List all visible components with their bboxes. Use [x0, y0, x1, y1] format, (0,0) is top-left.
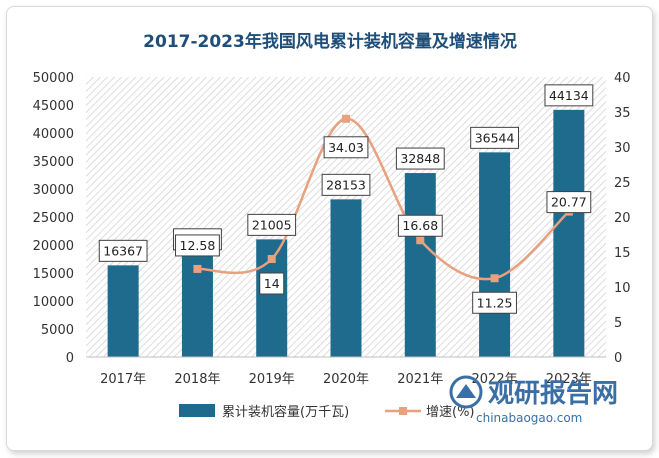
line-value-label-box	[259, 272, 285, 295]
line-value-label: 34.03	[323, 136, 369, 159]
watermark-url: chinabaogao.com	[476, 411, 582, 425]
bar-value-label-box	[395, 147, 445, 170]
bar-value-label: 28153	[321, 173, 371, 196]
bar-value-label-text: 16367	[103, 243, 143, 258]
right-tick-label: 0	[614, 351, 622, 366]
bar	[107, 265, 139, 357]
bar-value-label: 16367	[98, 239, 148, 262]
bar-value-label-text: 44134	[549, 88, 589, 103]
bar	[553, 109, 585, 357]
line-marker	[267, 255, 276, 263]
line-value-label-text: 12.58	[180, 238, 216, 253]
legend-bar-swatch	[179, 404, 215, 417]
line-value-label-text: 20.77	[551, 195, 587, 210]
line-value-label: 20.77	[546, 191, 592, 214]
right-tick-label: 15	[614, 246, 631, 261]
line-value-label-text: 16.68	[402, 218, 438, 233]
chart-title: 2017-2023年我国风电累计装机容量及增速情况	[143, 31, 517, 52]
right-tick-label: 30	[614, 141, 631, 156]
line-value-label-text: 34.03	[328, 140, 364, 155]
left-tick-label: 45000	[33, 99, 74, 114]
legend-bar-label: 累计装机容量(万千瓦)	[222, 404, 349, 420]
left-tick-label: 10000	[33, 295, 74, 310]
line-marker	[490, 274, 499, 283]
line-value-label: 16.68	[397, 214, 443, 237]
x-tick-label: 2021年	[397, 372, 443, 387]
left-tick-label: 15000	[33, 267, 74, 282]
bar-value-label-text: 36544	[475, 130, 515, 145]
right-tick-label: 35	[614, 106, 631, 121]
line-value-label-box	[175, 234, 220, 257]
line-value-label: 11.25	[472, 291, 517, 314]
right-tick-label: 40	[614, 71, 631, 86]
watermark-logo-icon	[449, 375, 483, 409]
left-tick-label: 25000	[33, 211, 74, 226]
bar-value-label-text: 21005	[252, 217, 292, 232]
x-tick-label: 2018年	[174, 372, 220, 387]
bar	[479, 152, 511, 357]
left-tick-label: 30000	[33, 183, 74, 198]
watermark-text: 观研报告网	[488, 378, 618, 409]
left-tick-label: 35000	[33, 155, 74, 170]
bar-value-label: 44134	[544, 84, 594, 107]
bar-value-label-box	[98, 239, 148, 262]
bar-value-label-box	[247, 213, 297, 236]
line-value-label-text: 11.25	[477, 295, 513, 310]
bar-value-label: 21005	[247, 213, 297, 236]
line-value-label: 12.58	[175, 234, 220, 257]
left-tick-label: 5000	[41, 323, 74, 338]
x-tick-label: 2022年	[472, 372, 518, 387]
bar-value-label-box	[321, 173, 371, 196]
legend-line-label: 增速(%)	[426, 405, 475, 420]
x-tick-label: 2019年	[249, 372, 295, 387]
right-tick-label: 10	[614, 281, 631, 296]
line-value-label-box	[546, 191, 592, 214]
line-marker	[342, 114, 350, 123]
bar-value-label-text: 32848	[400, 151, 440, 166]
bar-value-label: 32848	[395, 147, 445, 170]
x-tick-label: 2017年	[100, 372, 146, 387]
bar-value-label-box	[470, 126, 520, 149]
bar	[330, 199, 362, 357]
watermark: 观研报告网 chinabaogao.com	[449, 375, 618, 425]
bar-series	[86, 109, 606, 358]
left-tick-label: 0	[66, 351, 74, 366]
right-axis: 0 5 10 15 20 25 30 35 40	[614, 71, 631, 366]
line-value-label: 14	[259, 272, 285, 295]
right-tick-label: 5	[614, 316, 622, 331]
bar	[404, 173, 436, 357]
line-value-label-box	[323, 136, 369, 159]
bar-value-label-box	[544, 84, 594, 107]
line-value-label-box	[472, 291, 517, 314]
left-tick-label: 20000	[33, 239, 74, 254]
x-tick-label: 2020年	[323, 372, 369, 387]
bar-value-label: 36544	[470, 126, 520, 149]
line-value-label-text: 14	[264, 276, 280, 291]
left-tick-label: 50000	[33, 71, 74, 86]
line-value-label-box	[397, 214, 443, 237]
legend-line-marker	[399, 407, 407, 415]
right-tick-label: 25	[614, 176, 631, 191]
legend: 累计装机容量(万千瓦) 增速(%)	[179, 404, 475, 420]
line-marker	[193, 264, 202, 273]
right-tick-label: 20	[614, 211, 631, 226]
x-axis: 2017年 2018年 2019年 2020年 2021年 2022年 2023年	[100, 372, 592, 387]
left-axis: 0 5000 10000 15000 20000 25000 30000 35000 40000…	[33, 71, 74, 366]
left-tick-label: 40000	[33, 127, 74, 142]
data-labels: 1636718426210052815332848365444413412.58…	[98, 84, 594, 314]
x-tick-label: 2023年	[546, 372, 592, 387]
bar-value-label-text: 28153	[326, 177, 366, 192]
line-marker	[416, 236, 425, 245]
